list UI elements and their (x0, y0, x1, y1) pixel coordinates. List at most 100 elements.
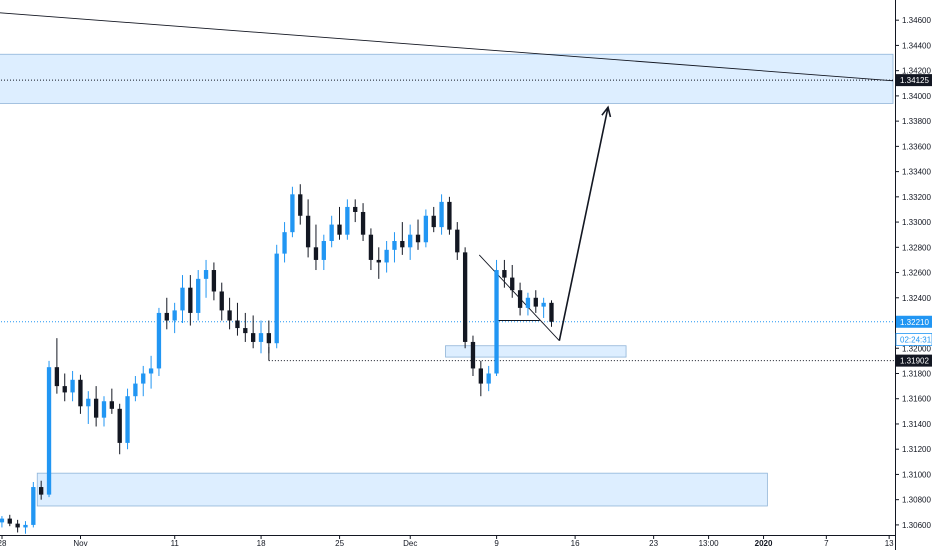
candle (31, 482, 36, 528)
candle-body (368, 234, 374, 260)
trendline-0 (0, 12, 894, 82)
price-tag-label: 1.34125 (900, 76, 929, 85)
arrow-head (601, 105, 612, 118)
candle (415, 219, 421, 250)
candle-body (502, 270, 507, 278)
y-tick-label: 1.33800 (902, 117, 931, 126)
candle-body (86, 398, 91, 407)
candle (353, 199, 358, 223)
price-tag-label: 1.32210 (900, 318, 929, 327)
x-tick-label: Dec (403, 539, 417, 548)
candle-body (250, 333, 256, 342)
candle-body (376, 259, 381, 263)
candle (101, 396, 107, 427)
x-tick-label: 2020 (755, 539, 773, 548)
candle-body (117, 408, 122, 443)
candle (93, 386, 99, 427)
candle-body (517, 290, 523, 308)
candle-body (258, 333, 264, 342)
candle-body (0, 518, 5, 523)
candle (86, 391, 91, 424)
x-axis[interactable]: 28 Nov 11 18 25 Dec 9 16 23 13:00 2020 7 13 (0, 535, 894, 548)
candle-body (148, 368, 154, 374)
candle-body (298, 194, 303, 216)
candle (15, 519, 20, 533)
candle (23, 521, 28, 534)
y-tick-label: 1.31000 (902, 470, 931, 479)
candle-body (109, 401, 114, 409)
candle (196, 270, 201, 321)
candle-body (101, 401, 107, 418)
candle (125, 388, 130, 450)
candle (431, 206, 436, 233)
y-tick-label: 1.32400 (902, 294, 931, 303)
candle-body (227, 310, 232, 321)
candle (54, 338, 60, 394)
candle (494, 259, 499, 377)
candle (329, 215, 334, 248)
candle (541, 297, 546, 318)
zone-2 (36, 472, 768, 507)
candle (408, 224, 413, 260)
candle (439, 194, 444, 235)
candle-body (360, 211, 366, 235)
candle-body (172, 310, 177, 321)
candle-body (329, 224, 334, 242)
price-tag-bg (896, 315, 932, 328)
y-axis[interactable]: 1.34600 1.34400 1.34200 1.34000 1.33800 1.336… (895, 16, 931, 530)
candle (70, 370, 75, 402)
candle (211, 262, 217, 301)
price-tag-bg (895, 333, 932, 346)
supply-demand-zones (0, 53, 894, 507)
candle-body (470, 341, 476, 369)
candle-body (447, 201, 452, 230)
candle-body (439, 201, 444, 228)
y-tick-label: 1.33200 (902, 193, 931, 202)
candle (227, 297, 232, 330)
candle-body (188, 287, 193, 313)
x-tick-label: 9 (494, 539, 499, 548)
candle-body (486, 373, 491, 384)
candle-body (345, 206, 350, 235)
candle-body (133, 383, 138, 397)
candle (0, 516, 5, 528)
candle (148, 355, 154, 389)
y-tick-label: 1.31400 (902, 420, 931, 429)
candle (525, 292, 531, 316)
candle-body (494, 270, 499, 374)
candle-body (211, 270, 217, 292)
candle-body (549, 302, 554, 322)
price-tag: 02:24:31 (895, 333, 932, 346)
candle-body (313, 247, 319, 260)
candle-body (23, 524, 28, 528)
candle (78, 374, 83, 414)
x-tick-label: 18 (257, 539, 266, 548)
candle-body (305, 215, 311, 248)
x-tick-label: 23 (649, 539, 658, 548)
y-tick-label: 1.31800 (902, 369, 931, 378)
y-tick-label: 1.33600 (902, 142, 931, 151)
candle-body (337, 224, 342, 235)
candle-body (39, 487, 44, 495)
candle (447, 196, 452, 235)
candle (282, 222, 287, 263)
candle-body (533, 297, 538, 307)
candle (384, 241, 389, 273)
candle-body (203, 270, 209, 279)
candle-body (408, 234, 413, 248)
price-tag-bg (896, 74, 932, 87)
candle (486, 365, 491, 392)
y-tick-label: 1.30600 (902, 521, 931, 530)
candle (455, 222, 460, 260)
candle (133, 376, 138, 402)
candle-body (15, 523, 20, 528)
candle-body (282, 232, 287, 254)
candle (368, 228, 374, 271)
candle-body (243, 328, 248, 334)
y-tick-label: 1.31600 (902, 395, 931, 404)
price-tag: 1.34125 (896, 74, 932, 87)
candle (478, 360, 483, 397)
candle-body (541, 302, 546, 307)
candle (188, 275, 193, 326)
